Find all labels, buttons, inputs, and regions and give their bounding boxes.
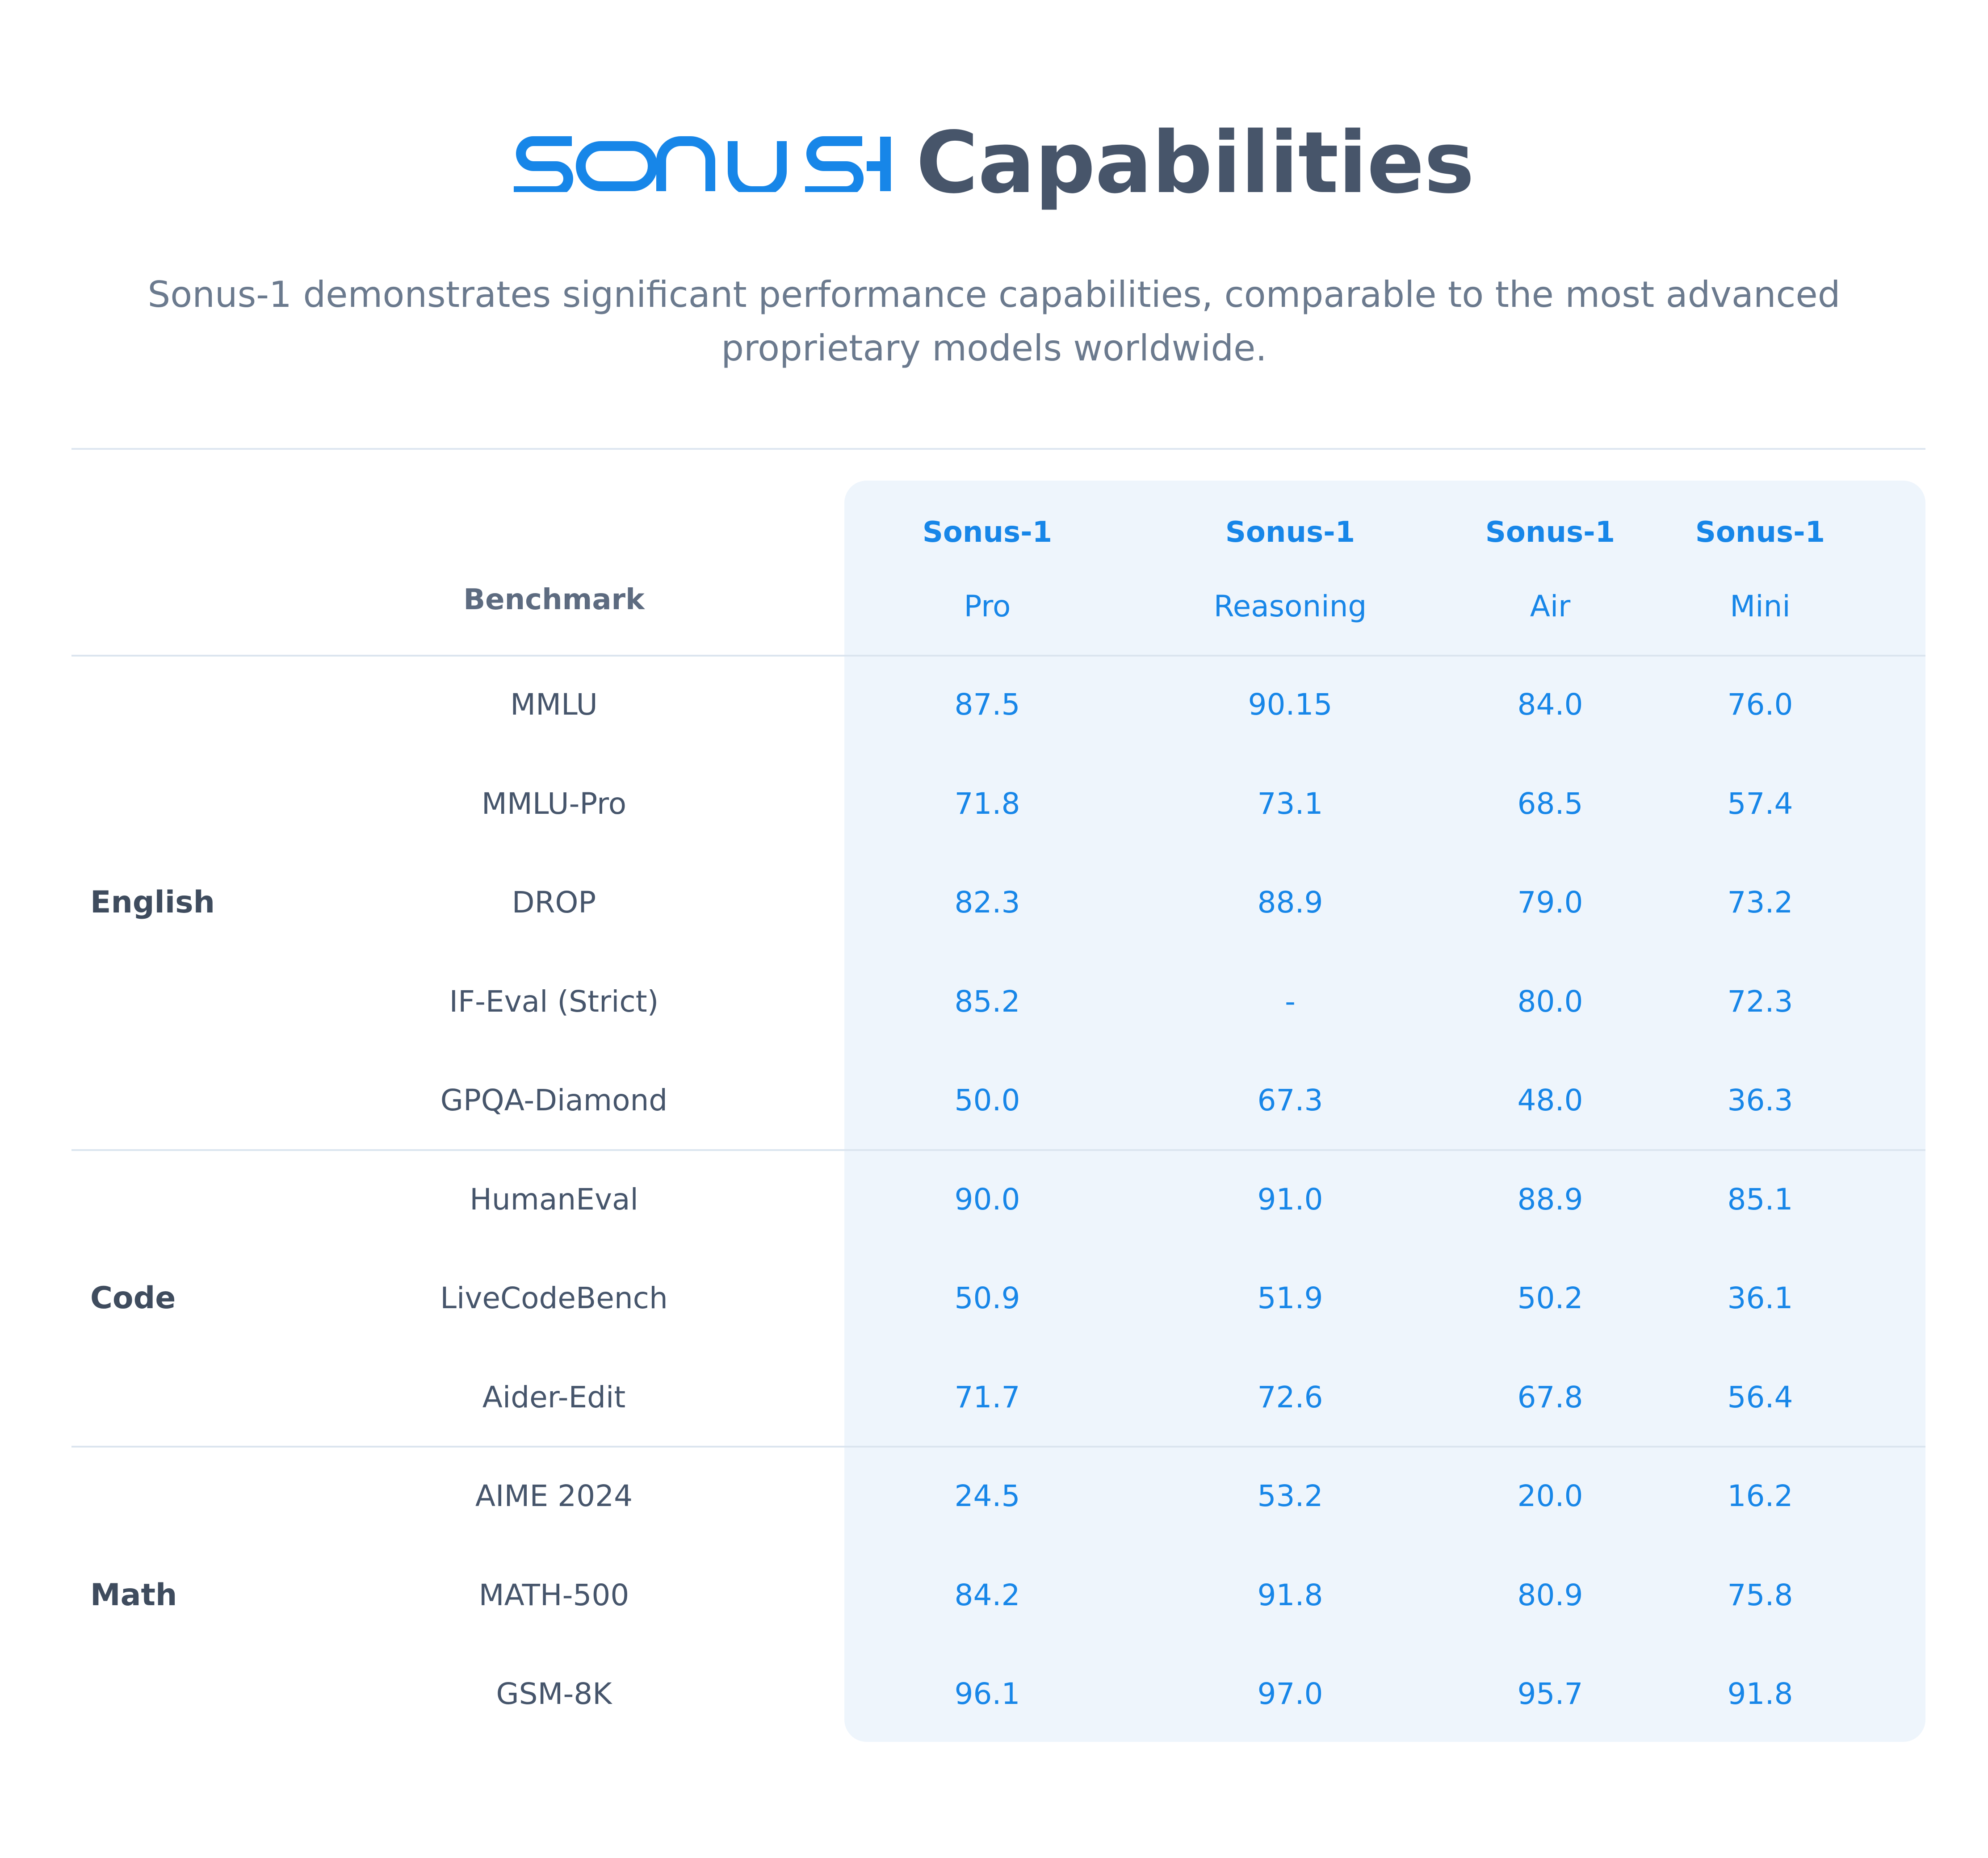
benchmark-name: AIME 2024 [475,1479,633,1513]
page-subtitle: Sonus-1 demonstrates significant perform… [147,274,1841,369]
benchmark-name: LiveCodeBench [440,1281,668,1315]
score-cell: 48.0 [1517,1083,1583,1117]
group-divider [71,1149,1925,1151]
score-cell: 82.3 [954,885,1020,920]
score-cell: 50.0 [954,1083,1020,1117]
header-divider [71,448,1925,450]
score-cell: 72.3 [1727,984,1793,1019]
score-cell: 97.0 [1257,1677,1323,1711]
model-header-variant: Reasoning [1213,589,1367,624]
score-cell: 80.0 [1517,984,1583,1019]
benchmark-name: GSM-8K [496,1677,612,1711]
score-cell: 85.1 [1727,1182,1793,1217]
benchmark-name: IF-Eval (Strict) [449,984,659,1019]
score-cell: 73.1 [1257,786,1323,821]
score-cell: 56.4 [1727,1380,1793,1414]
benchmark-name: MMLU-Pro [481,786,627,821]
model-header-variant: Mini [1730,589,1791,624]
page-header: Capabilities [0,107,1988,219]
model-header-variant: Air [1530,589,1571,624]
page-title: Capabilities [916,113,1474,212]
score-cell: 91.0 [1257,1182,1323,1217]
model-header-name: Sonus-1 [1485,516,1615,549]
score-cell: 75.8 [1727,1578,1793,1612]
model-header-name: Sonus-1 [1695,516,1825,549]
score-cell: 50.9 [954,1281,1020,1315]
score-cell: 20.0 [1517,1479,1583,1513]
score-cell: - [1285,984,1296,1019]
score-cell: 90.15 [1248,687,1333,722]
score-cell: 96.1 [954,1677,1020,1711]
benchmark-name: Aider-Edit [482,1380,626,1414]
score-cell: 76.0 [1727,687,1793,722]
model-header-name: Sonus-1 [1225,516,1355,549]
benchmark-name: DROP [512,885,596,920]
sonus-1-logo [514,136,891,192]
score-cell: 24.5 [954,1479,1020,1513]
score-cell: 71.8 [954,786,1020,821]
score-cell: 36.1 [1727,1281,1793,1315]
score-cell: 84.2 [954,1578,1020,1612]
group-label: English [90,885,215,920]
score-cell: 91.8 [1257,1578,1323,1612]
score-cell: 67.8 [1517,1380,1583,1414]
score-cell: 67.3 [1257,1083,1323,1117]
score-cell: 84.0 [1517,687,1583,722]
models-highlight-panel [844,481,1925,1742]
score-cell: 90.0 [954,1182,1020,1217]
benchmark-column-header: Benchmark [463,583,645,616]
score-cell: 53.2 [1257,1479,1323,1513]
benchmark-name: GPQA-Diamond [440,1083,668,1117]
benchmark-name: MMLU [510,687,598,722]
score-cell: 80.9 [1517,1578,1583,1612]
score-cell: 71.7 [954,1380,1020,1414]
group-label: Code [90,1281,176,1316]
score-cell: 91.8 [1727,1677,1793,1711]
score-cell: 88.9 [1517,1182,1583,1217]
score-cell: 85.2 [954,984,1020,1019]
benchmark-name: HumanEval [470,1182,638,1217]
score-cell: 88.9 [1257,885,1323,920]
score-cell: 50.2 [1517,1281,1583,1315]
score-cell: 51.9 [1257,1281,1323,1315]
score-cell: 87.5 [954,687,1020,722]
score-cell: 72.6 [1257,1380,1323,1414]
group-label: Math [90,1577,177,1613]
benchmark-name: MATH-500 [478,1578,629,1612]
header-row-divider [71,655,1925,657]
score-cell: 16.2 [1727,1479,1793,1513]
score-cell: 68.5 [1517,786,1583,821]
group-divider [71,1446,1925,1448]
score-cell: 36.3 [1727,1083,1793,1117]
score-cell: 79.0 [1517,885,1583,920]
score-cell: 73.2 [1727,885,1793,920]
model-header-variant: Pro [964,589,1011,624]
score-cell: 95.7 [1517,1677,1583,1711]
model-header-name: Sonus-1 [922,516,1053,549]
score-cell: 57.4 [1727,786,1793,821]
